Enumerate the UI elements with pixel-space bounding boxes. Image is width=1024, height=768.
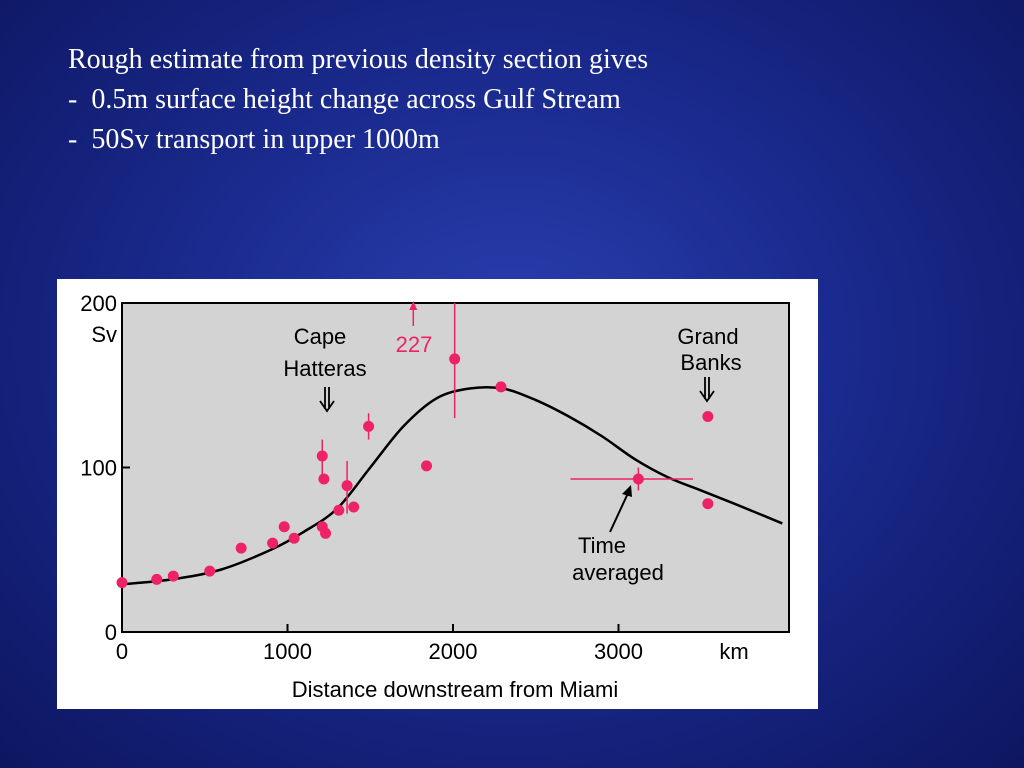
data-point — [235, 542, 247, 554]
data-point — [204, 565, 216, 577]
cape-hatteras-arrow-icon — [319, 387, 335, 413]
transport-chart: 0 1000 2000 3000 km 0 100 200 Sv Distance downstr… — [80, 291, 790, 702]
annotation-cape-label: Cape — [294, 324, 347, 349]
data-point — [151, 573, 163, 585]
data-point — [348, 501, 360, 513]
slide-line-3: - 50Sv transport in upper 1000m — [68, 124, 440, 155]
y-tick-label: 100 — [80, 456, 117, 481]
data-point — [495, 381, 507, 393]
data-point — [167, 570, 179, 582]
data-point — [320, 527, 332, 539]
data-point — [333, 504, 345, 516]
annotation-grand-label: Grand — [677, 324, 738, 349]
data-point — [363, 420, 375, 432]
time-averaged-arrow-line — [609, 490, 630, 533]
data-point — [449, 353, 461, 365]
transport-curve — [121, 385, 783, 586]
data-point — [318, 473, 330, 485]
data-point — [267, 537, 279, 549]
data-point — [341, 480, 353, 492]
annotation-time-label: Time — [578, 533, 626, 558]
x-axis-label: Distance downstream from Miami — [292, 677, 618, 702]
data-point — [632, 473, 644, 485]
annotation-hatteras-label: Hatteras — [283, 356, 366, 381]
x-tick-label: 1000 — [263, 639, 312, 664]
data-point — [116, 577, 128, 589]
slide-line-1: Rough estimate from previous density sec… — [68, 44, 649, 75]
annotation-banks-label: Banks — [680, 350, 741, 375]
slide-text: Rough estimate from previous density sec… — [68, 40, 648, 160]
x-tick-label: 3000 — [594, 639, 643, 664]
y-tick-label: 200 — [80, 291, 117, 316]
transport-figure: 0 1000 2000 3000 km 0 100 200 Sv Distance downstr… — [57, 279, 818, 709]
data-point — [288, 532, 300, 544]
annotation-averaged-label: averaged — [572, 560, 664, 585]
x-unit-label: km — [719, 639, 748, 664]
slide-line-2: - 0.5m surface height change across Gulf… — [68, 84, 621, 115]
offscale-arrow-up-icon — [409, 301, 418, 310]
x-tick-label: 2000 — [429, 639, 478, 664]
time-averaged-arrowhead-icon — [622, 485, 632, 497]
data-point — [702, 498, 714, 510]
data-point — [278, 521, 290, 533]
x-tick-label: 0 — [116, 639, 128, 664]
y-tick-label: 0 — [105, 620, 117, 645]
y-unit-label: Sv — [91, 322, 117, 347]
data-point — [421, 460, 433, 472]
data-point — [316, 450, 328, 462]
annotation-227-label: 227 — [396, 332, 433, 357]
data-point — [702, 411, 714, 423]
grand-banks-arrow-icon — [699, 377, 715, 403]
